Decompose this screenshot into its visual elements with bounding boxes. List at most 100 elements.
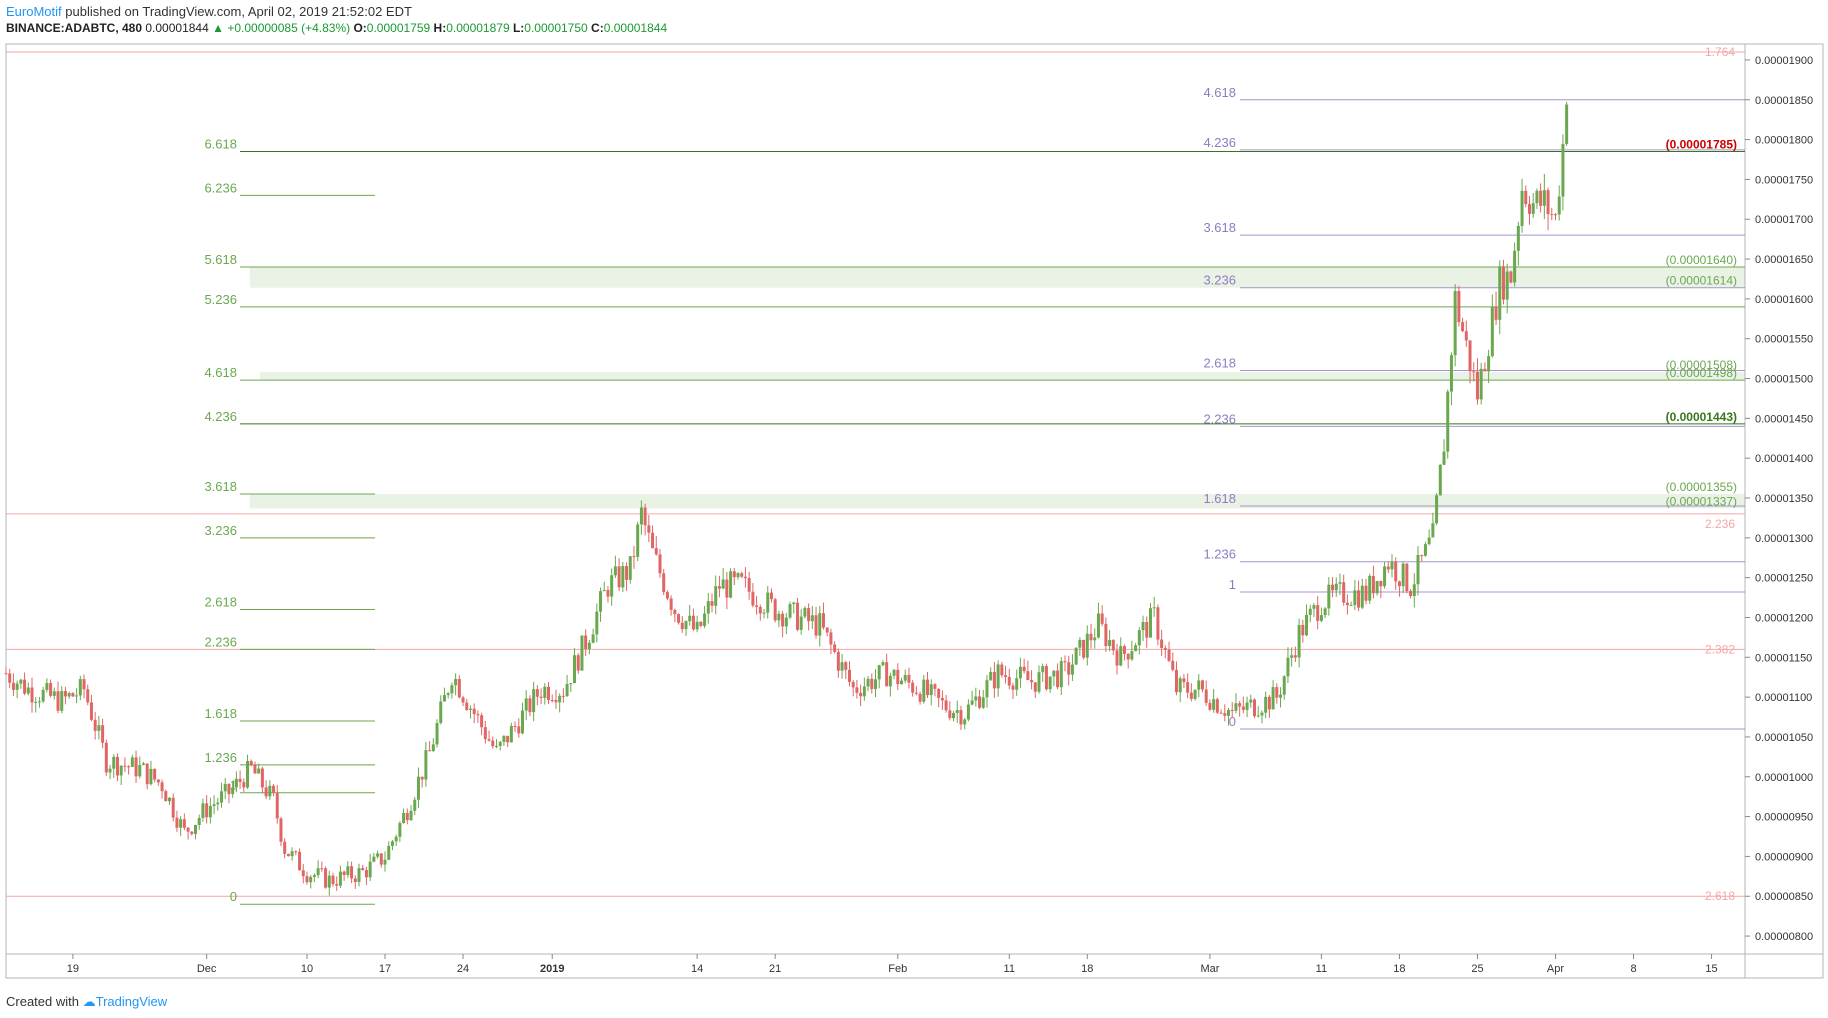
candle-body — [1260, 712, 1264, 716]
fib-left-label: 4.618 — [204, 365, 237, 380]
candle-body — [1215, 699, 1219, 713]
candle-body — [658, 554, 662, 574]
candle-body — [922, 679, 926, 702]
candle-body — [1368, 575, 1372, 601]
candle-body — [364, 870, 368, 878]
candle-body — [740, 573, 744, 577]
candle-body — [1323, 608, 1327, 616]
y-tick-label: 0.00001900 — [1755, 55, 1813, 67]
candle-body — [599, 591, 603, 612]
y-tick-label: 0.00000850 — [1755, 891, 1813, 903]
candle-body — [509, 725, 513, 743]
candle-body — [710, 601, 714, 606]
candle-body — [1531, 203, 1535, 214]
candle-body — [1063, 661, 1067, 663]
candle-body — [402, 812, 406, 824]
candle-body — [71, 693, 75, 697]
candle-body — [428, 750, 432, 752]
candle-body — [1167, 649, 1171, 661]
candle-body — [1397, 581, 1401, 587]
candle-body — [1338, 582, 1342, 584]
candle-body — [970, 700, 974, 705]
candle-body — [335, 884, 339, 886]
candle-body — [312, 875, 316, 877]
candle-body — [123, 765, 127, 767]
candle-body — [896, 669, 900, 685]
candle-body — [985, 680, 989, 698]
candle-body — [368, 861, 372, 878]
y-tick-label: 0.00001050 — [1755, 732, 1813, 744]
candle-body — [439, 701, 443, 724]
candle-body — [803, 608, 807, 617]
candle-body — [1145, 621, 1149, 638]
candle-body — [127, 766, 131, 768]
y-tick-label: 0.00001500 — [1755, 374, 1813, 386]
candle-body — [1527, 204, 1531, 214]
candle-body — [212, 804, 216, 807]
candle-body — [253, 764, 257, 774]
candle-body — [379, 853, 383, 865]
candle-body — [1475, 371, 1479, 400]
candle-body — [1297, 624, 1301, 658]
candle-body — [807, 608, 811, 622]
fib-extension-label: 2.382 — [1705, 642, 1735, 656]
fib-right-label: 0 — [1229, 714, 1236, 729]
candle-body — [461, 697, 465, 703]
candle-body — [234, 778, 238, 788]
candle-body — [743, 576, 747, 579]
open-label: O: — [353, 21, 367, 35]
candle-body — [1007, 677, 1011, 686]
candle-body — [338, 871, 342, 886]
candle-body — [1197, 680, 1201, 690]
candle-body — [1520, 190, 1524, 226]
candle-body — [331, 875, 335, 885]
candle-body — [900, 680, 904, 685]
candle-body — [691, 615, 695, 630]
candle-body — [885, 662, 889, 687]
candle-body — [981, 697, 985, 708]
candle-body — [145, 763, 149, 785]
low-value: 0.00001750 — [524, 21, 588, 35]
fib-zone-band — [250, 267, 1745, 288]
candle-body — [264, 787, 268, 797]
up-arrow-icon: ▲ — [212, 21, 224, 35]
candle-body — [1174, 669, 1178, 693]
candle-body — [86, 689, 90, 703]
candle-body — [1349, 605, 1353, 607]
candle-body — [309, 876, 313, 883]
candle-body — [1030, 680, 1034, 683]
author-link[interactable]: EuroMotif — [6, 4, 62, 19]
candle-body — [298, 851, 302, 871]
candle-body — [729, 571, 733, 598]
candle-body — [595, 611, 599, 635]
candle-body — [825, 627, 829, 633]
candle-body — [1163, 648, 1167, 650]
y-tick-label: 0.00001150 — [1755, 652, 1812, 664]
candle-body — [610, 575, 614, 597]
candle-body — [558, 695, 562, 703]
candle-body — [874, 679, 877, 690]
candle-body — [1193, 689, 1197, 699]
fib-left-label: 3.618 — [204, 479, 237, 494]
candles-group — [4, 101, 1569, 896]
candle-body — [625, 566, 629, 580]
fib-zone-band — [250, 494, 1745, 509]
candle-body — [1186, 682, 1190, 693]
candle-body — [561, 695, 565, 697]
candle-body — [651, 532, 655, 549]
candle-body — [591, 634, 595, 643]
candle-body — [1126, 653, 1130, 660]
candle-body — [680, 622, 684, 630]
candle-body — [1119, 646, 1123, 666]
candle-body — [751, 591, 755, 606]
candle-body — [141, 763, 145, 765]
candle-body — [989, 671, 993, 681]
candle-body — [1308, 608, 1312, 615]
candle-body — [543, 686, 547, 698]
fib-right-label: 1 — [1229, 577, 1236, 592]
x-tick-label: 15 — [1705, 963, 1717, 975]
y-tick-label: 0.00001750 — [1755, 174, 1813, 186]
candle-body — [792, 602, 796, 605]
tradingview-brand[interactable]: TradingView — [95, 994, 168, 1009]
